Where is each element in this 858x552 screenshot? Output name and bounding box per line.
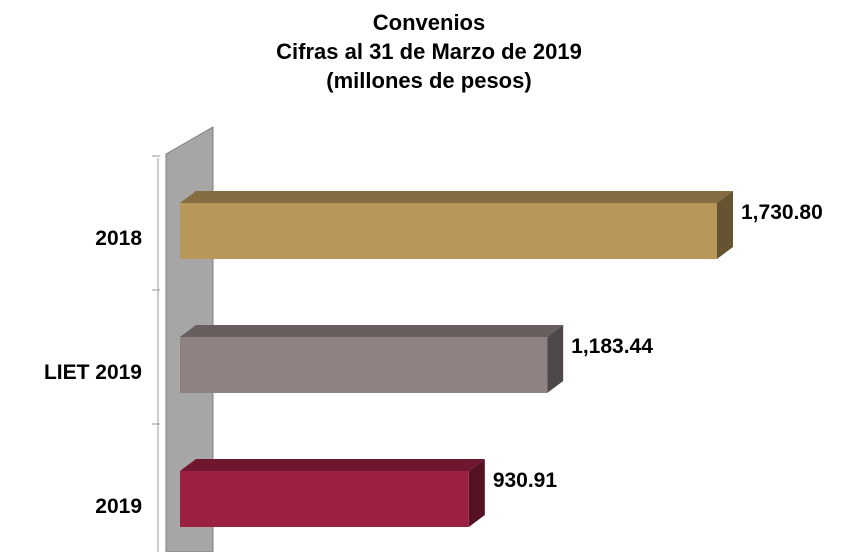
chart-title-line-1: Convenios bbox=[372, 10, 486, 35]
category-label: LIET 2019 bbox=[44, 361, 142, 384]
bar-side-face bbox=[717, 191, 733, 259]
bar-top-face bbox=[180, 325, 564, 337]
bar-front-face bbox=[180, 471, 469, 527]
chart-title-line-3: (millones de pesos) bbox=[326, 68, 532, 93]
bar-front-face bbox=[180, 337, 548, 393]
bar-top-face bbox=[180, 459, 485, 471]
bars-group: 1,730.80 2018 1,183.44 LIET 2019 930.91 2019 bbox=[44, 191, 823, 527]
chart-title: Convenios Cifras al 31 de Marzo de 2019 … bbox=[0, 8, 858, 95]
category-label: 2018 bbox=[95, 227, 142, 250]
bar-side-face bbox=[468, 459, 485, 527]
category-label: 2019 bbox=[95, 495, 142, 518]
bar-2018: 1,730.80 2018 bbox=[95, 191, 823, 259]
bar-liet-2019: 1,183.44 LIET 2019 bbox=[44, 325, 653, 393]
bar-value-label: 1,730.80 bbox=[741, 201, 823, 224]
bar-top-face bbox=[180, 191, 733, 203]
bar-front-face bbox=[180, 203, 717, 259]
bar-value-label: 930.91 bbox=[493, 469, 558, 492]
chart-title-line-2: Cifras al 31 de Marzo de 2019 bbox=[276, 39, 582, 64]
bar-side-face bbox=[547, 325, 564, 393]
bar-2019: 930.91 2019 bbox=[95, 459, 557, 527]
bar-value-label: 1,183.44 bbox=[571, 335, 653, 358]
